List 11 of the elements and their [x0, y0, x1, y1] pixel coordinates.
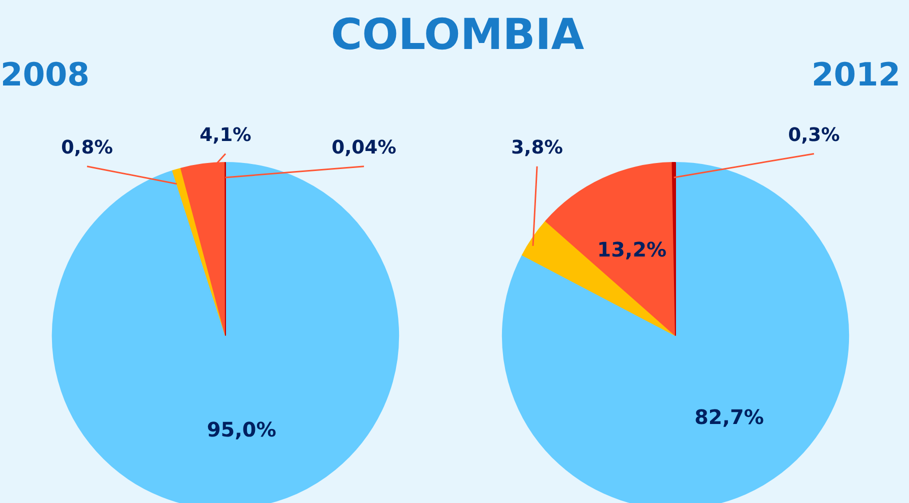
chart-subtitle: 2012 — [811, 56, 900, 94]
data-label: 4,1% — [200, 124, 252, 146]
chart-title: COLOMBIA — [330, 9, 584, 62]
data-label: 13,2% — [597, 237, 667, 262]
chart-subtitle: 2008 — [0, 56, 90, 94]
data-label: 95,0% — [206, 417, 276, 442]
data-label: 3,8% — [511, 137, 564, 158]
data-label: 82,7% — [694, 404, 764, 429]
data-label: 0,04% — [332, 137, 397, 158]
data-label: 0,3% — [788, 124, 840, 146]
data-label: 0,8% — [61, 137, 114, 158]
